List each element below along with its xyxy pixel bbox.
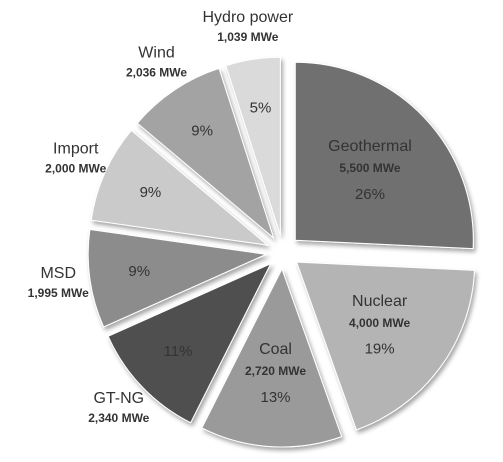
value-label: 11% — [164, 343, 193, 360]
pie-slice — [90, 129, 270, 246]
capacity-label: 4,000 MWe — [349, 316, 410, 330]
value-label: 9% — [128, 263, 150, 280]
pie-slice — [294, 61, 474, 250]
slice-name: Coal — [259, 341, 292, 358]
pie-slice — [295, 261, 475, 431]
value-label: 26% — [355, 186, 385, 203]
slice-name: Wind — [138, 45, 174, 62]
pie-slice — [201, 267, 343, 448]
capacity-label: 2,000 MWe — [45, 162, 106, 176]
capacity-label: 1,995 MWe — [28, 286, 89, 300]
value-label: 19% — [365, 341, 395, 358]
pie-slice — [136, 67, 275, 240]
slice-name: Hydro power — [202, 9, 293, 26]
capacity-label: 2,036 MWe — [126, 66, 187, 80]
pie-slice — [225, 56, 281, 236]
slice-name: Nuclear — [352, 293, 408, 310]
pie-slice — [87, 228, 268, 328]
slice-name: GT-NG — [93, 390, 144, 407]
capacity-label: 5,500 MWe — [339, 161, 400, 175]
value-label: 5% — [250, 100, 272, 117]
pie-slice — [107, 262, 272, 424]
value-label: 9% — [191, 122, 213, 139]
value-label: 9% — [140, 184, 162, 201]
slice-name: Geothermal — [328, 138, 412, 155]
capacity-label: 2,720 MWe — [245, 364, 306, 378]
value-label: 13% — [261, 389, 291, 406]
capacity-label: 2,340 MWe — [88, 411, 149, 425]
capacity-label: 1,039 MWe — [217, 30, 278, 44]
slice-name: Import — [53, 141, 99, 158]
slice-name: MSD — [40, 265, 76, 282]
